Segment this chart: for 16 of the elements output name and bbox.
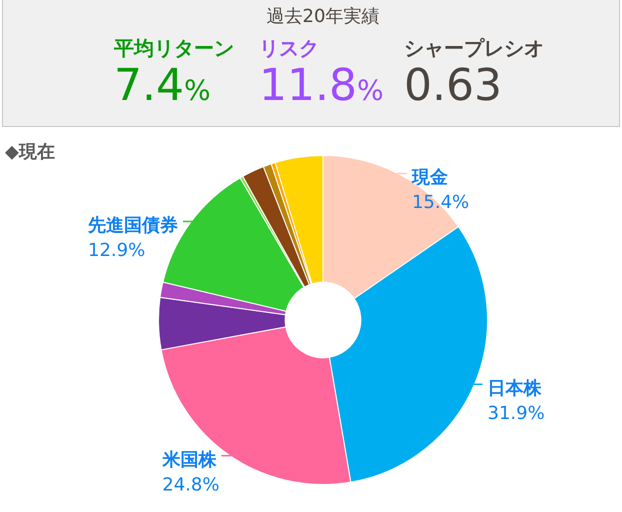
category-label: シャープレシオ xyxy=(404,36,544,60)
data-label: 12.9% xyxy=(88,240,146,262)
slice-label: 米国株 xyxy=(161,449,218,470)
chart-title: ◆現在 xyxy=(5,141,55,162)
slice-label: 日本株 xyxy=(488,378,542,399)
category-label: 平均リターン xyxy=(114,36,234,60)
slice-label: 現金 xyxy=(410,167,448,188)
category-label: リスク xyxy=(259,36,320,60)
text: 0.63 xyxy=(404,60,502,111)
slice-label: 先進国債券 xyxy=(87,215,178,236)
data-label: 31.9% xyxy=(488,402,545,424)
text: 過去20年実績 xyxy=(266,6,380,28)
text: 11.8% xyxy=(259,60,384,111)
text: 7.4% xyxy=(114,60,211,111)
data-label: 15.4% xyxy=(412,192,470,214)
data-label: 24.8% xyxy=(162,474,220,496)
